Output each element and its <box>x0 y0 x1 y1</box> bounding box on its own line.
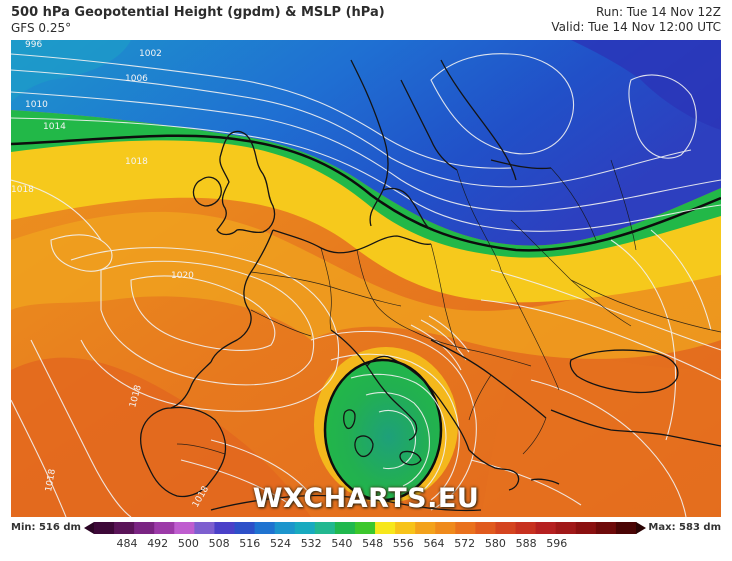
colorbar-swatch <box>194 522 216 534</box>
colorbar-swatch <box>114 522 135 534</box>
colorbar-swatch <box>254 522 276 534</box>
colorbar-ticks: 484 492 500 508 516 524 532 540 548 556 564 572 580 5… <box>0 537 732 553</box>
isobar-label: 1006 <box>125 74 148 84</box>
field-blue <box>11 40 721 246</box>
valid-time: Valid: Tue 14 Nov 12:00 UTC <box>551 20 721 34</box>
colorbar-swatch <box>595 522 617 534</box>
colorbar-swatch <box>375 522 396 534</box>
colorbar-swatch <box>575 522 597 534</box>
colorbar-tick-label: 564 <box>423 537 445 550</box>
colorbar-tick-label: 492 <box>147 537 169 550</box>
colorbar-swatch <box>435 522 456 534</box>
colorbar-min-label: Min: 516 dm <box>11 522 81 533</box>
isobar-label: 1018 <box>11 185 34 195</box>
field-teal-west <box>11 40 131 102</box>
chart-header-left: 500 hPa Geopotential Height (gpdm) & MSL… <box>11 5 385 35</box>
colorbar-swatch <box>495 522 517 534</box>
map-canvas: 996 1002 1006 1010 1014 1018 1018 1020 1… <box>11 40 721 517</box>
weather-map[interactable]: 996 1002 1006 1010 1014 1018 1018 1020 1… <box>11 40 721 517</box>
colorbar-swatch <box>455 522 476 534</box>
isobar-label: 1014 <box>43 122 66 132</box>
colorbar-tick-label: 556 <box>392 537 414 550</box>
colorbar-swatch <box>334 522 356 534</box>
contour-thick <box>11 134 721 252</box>
colorbar-swatch <box>314 522 336 534</box>
colorbar-swatch <box>214 522 236 534</box>
colorbar-swatches <box>94 522 637 534</box>
field-light-orange <box>11 211 721 359</box>
colorbar-swatch <box>515 522 537 534</box>
isobar-label: 1002 <box>139 49 162 59</box>
colorbar-swatch <box>154 522 175 534</box>
field-deep-orange-e <box>481 340 721 517</box>
colorbar-swatch <box>134 522 155 534</box>
field-green <box>11 110 721 258</box>
colorbar-right-arrow <box>636 522 646 534</box>
colorbar-tick-label: 572 <box>454 537 476 550</box>
colorbar <box>84 522 646 534</box>
colorbar-swatch <box>555 522 577 534</box>
chart-header-right: Run: Tue 14 Nov 12Z Valid: Tue 14 Nov 12… <box>551 5 721 35</box>
colorbar-tick-label: 484 <box>116 537 138 550</box>
colorbar-tick-label: 516 <box>239 537 261 550</box>
colorbar-swatch <box>354 522 376 534</box>
field-deep-blue <box>571 40 721 130</box>
isobar-label: 1010 <box>25 100 48 110</box>
colorbar-swatch <box>294 522 316 534</box>
watermark: WXCHARTS.EU <box>252 483 480 514</box>
colorbar-tick-label: 524 <box>270 537 291 550</box>
colorbar-swatch <box>274 522 296 534</box>
isobar-label: 996 <box>25 40 42 50</box>
colorbar-swatch <box>234 522 256 534</box>
chart-title: 500 hPa Geopotential Height (gpdm) & MSL… <box>11 5 385 20</box>
colorbar-max-label: Max: 583 dm <box>648 522 721 533</box>
colorbar-swatch <box>615 522 637 534</box>
colorbar-tick-label: 580 <box>484 537 506 550</box>
isobar-label: 1018 <box>125 157 148 167</box>
colorbar-tick-label: 540 <box>331 537 353 550</box>
colorbar-tick-label: 588 <box>515 537 537 550</box>
colorbar-swatch <box>94 522 115 534</box>
field-yellow <box>11 139 721 303</box>
colorbar-left-arrow <box>84 522 94 534</box>
isobars <box>11 53 721 517</box>
borders <box>176 159 721 455</box>
colorbar-tick-label: 532 <box>300 537 322 550</box>
colorbar-swatch <box>174 522 195 534</box>
isobar-label: 1018 <box>44 468 58 493</box>
colorbar-swatch <box>475 522 497 534</box>
model-label: GFS 0.25° <box>11 21 72 35</box>
colorbar-tick-label: 500 <box>177 537 199 550</box>
isobar-label: 1020 <box>171 271 194 281</box>
colorbar-tick-label: 596 <box>546 537 568 550</box>
colorbar-swatch <box>415 522 436 534</box>
run-time: Run: Tue 14 Nov 12Z <box>596 5 721 19</box>
colorbar-swatch <box>535 522 557 534</box>
colorbar-tick-label: 508 <box>208 537 230 550</box>
colorbar-swatch <box>395 522 416 534</box>
colorbar-tick-label: 548 <box>362 537 384 550</box>
